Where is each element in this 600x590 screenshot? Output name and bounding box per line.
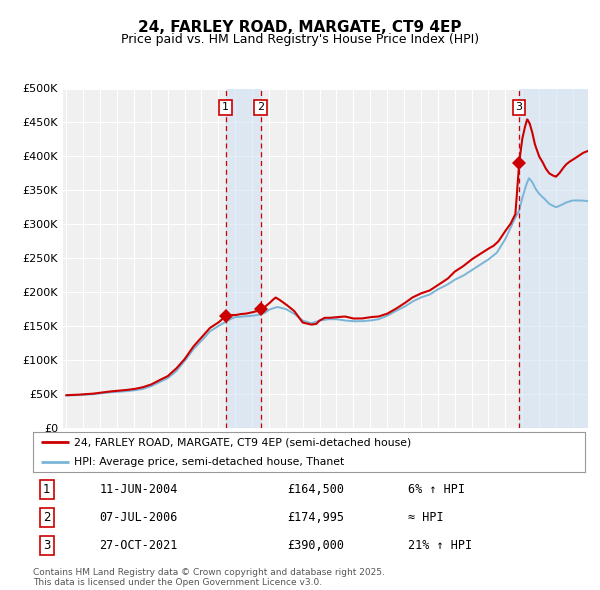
Text: 3: 3 (515, 103, 523, 113)
Text: 27-OCT-2021: 27-OCT-2021 (99, 539, 178, 552)
Text: 11-JUN-2004: 11-JUN-2004 (99, 483, 178, 496)
Text: 6% ↑ HPI: 6% ↑ HPI (409, 483, 466, 496)
Text: 3: 3 (43, 539, 50, 552)
Text: £164,500: £164,500 (287, 483, 344, 496)
Text: 21% ↑ HPI: 21% ↑ HPI (409, 539, 472, 552)
Bar (226, 88, 260, 428)
Text: HPI: Average price, semi-detached house, Thanet: HPI: Average price, semi-detached house,… (74, 457, 344, 467)
Text: 1: 1 (222, 103, 229, 113)
Text: 1: 1 (43, 483, 50, 496)
Text: Price paid vs. HM Land Registry's House Price Index (HPI): Price paid vs. HM Land Registry's House … (121, 33, 479, 46)
Text: 24, FARLEY ROAD, MARGATE, CT9 4EP: 24, FARLEY ROAD, MARGATE, CT9 4EP (138, 20, 462, 35)
Text: 24, FARLEY ROAD, MARGATE, CT9 4EP (semi-detached house): 24, FARLEY ROAD, MARGATE, CT9 4EP (semi-… (74, 437, 412, 447)
Text: ≈ HPI: ≈ HPI (409, 511, 444, 524)
Text: 2: 2 (43, 511, 50, 524)
Bar (519, 88, 588, 428)
Text: 07-JUL-2006: 07-JUL-2006 (99, 511, 178, 524)
Text: 2: 2 (257, 103, 264, 113)
Text: £390,000: £390,000 (287, 539, 344, 552)
Text: £174,995: £174,995 (287, 511, 344, 524)
Text: Contains HM Land Registry data © Crown copyright and database right 2025.
This d: Contains HM Land Registry data © Crown c… (33, 568, 385, 587)
